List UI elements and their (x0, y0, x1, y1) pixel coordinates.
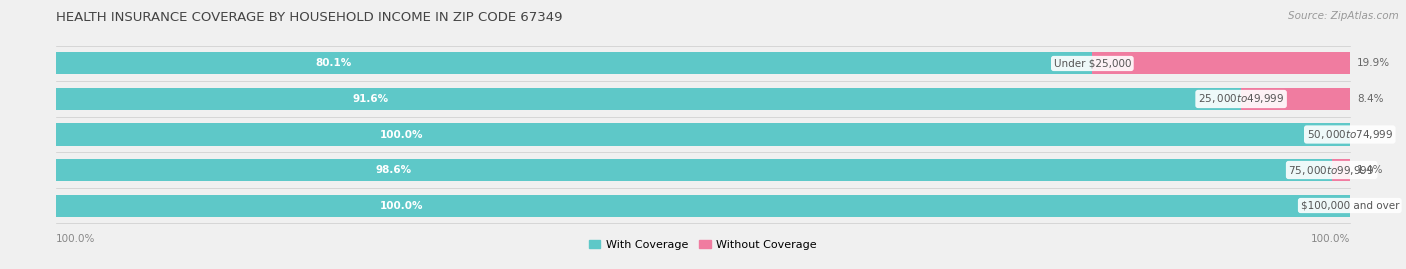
Legend: With Coverage, Without Coverage: With Coverage, Without Coverage (589, 240, 817, 250)
Text: 8.4%: 8.4% (1357, 94, 1384, 104)
Text: Under $25,000: Under $25,000 (1053, 58, 1130, 69)
Bar (56, 52, 1092, 75)
Bar (56, 88, 1350, 110)
Text: 91.6%: 91.6% (353, 94, 388, 104)
Bar (56, 123, 1350, 146)
Text: HEALTH INSURANCE COVERAGE BY HOUSEHOLD INCOME IN ZIP CODE 67349: HEALTH INSURANCE COVERAGE BY HOUSEHOLD I… (56, 11, 562, 24)
Text: 100.0%: 100.0% (1310, 234, 1350, 244)
Bar (56, 159, 1350, 181)
Text: $25,000 to $49,999: $25,000 to $49,999 (1198, 93, 1284, 105)
Text: $50,000 to $74,999: $50,000 to $74,999 (1306, 128, 1393, 141)
Bar (56, 159, 1331, 181)
Text: 98.6%: 98.6% (375, 165, 411, 175)
Bar (56, 123, 1350, 146)
Text: $75,000 to $99,999: $75,000 to $99,999 (1288, 164, 1375, 176)
Bar (1331, 159, 1350, 181)
Text: $100,000 and over: $100,000 and over (1301, 200, 1399, 211)
Text: Source: ZipAtlas.com: Source: ZipAtlas.com (1288, 11, 1399, 21)
Bar (56, 194, 1350, 217)
Text: 100.0%: 100.0% (380, 129, 423, 140)
Bar (56, 88, 1241, 110)
Text: 100.0%: 100.0% (380, 200, 423, 211)
Text: 1.4%: 1.4% (1357, 165, 1384, 175)
Bar (1241, 88, 1350, 110)
Text: 80.1%: 80.1% (315, 58, 352, 69)
Bar (56, 194, 1350, 217)
Bar (56, 52, 1350, 75)
Text: 100.0%: 100.0% (56, 234, 96, 244)
Text: 19.9%: 19.9% (1357, 58, 1391, 69)
Bar (1092, 52, 1350, 75)
